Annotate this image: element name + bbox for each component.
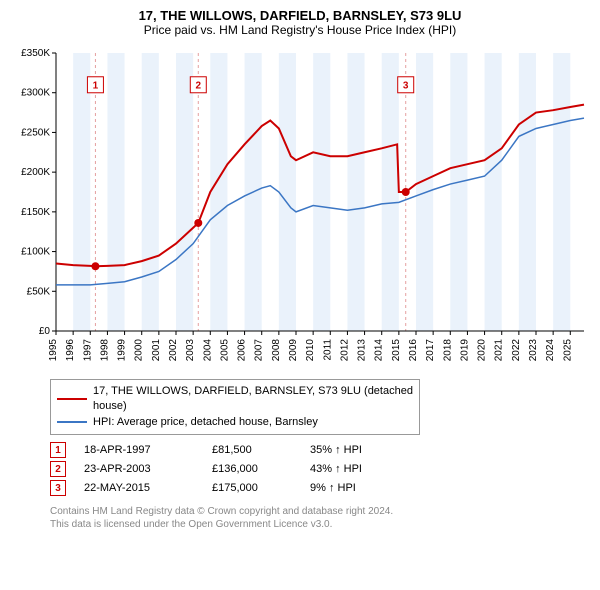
year-band <box>553 53 570 331</box>
line-chart: £0 £50K £100K £150K £200K £250K £300K £350K 1995… <box>10 43 590 373</box>
legend-label-price: 17, THE WILLOWS, DARFIELD, BARNSLEY, S73… <box>93 384 413 415</box>
legend-item-price: 17, THE WILLOWS, DARFIELD, BARNSLEY, S73… <box>57 384 413 415</box>
y-tick-label: £300K <box>21 88 50 99</box>
x-tick-label: 2016 <box>408 339 419 362</box>
x-tick-label: 2002 <box>168 339 179 362</box>
x-tick-label: 2009 <box>288 339 299 362</box>
y-tick-label: £150K <box>21 207 50 218</box>
y-tick-label: £200K <box>21 167 50 178</box>
year-band <box>519 53 536 331</box>
event-row: 2 23-APR-2003 £136,000 43% ↑ HPI <box>50 461 590 477</box>
y-tick-label: £50K <box>27 286 51 297</box>
legend-label-hpi: HPI: Average price, detached house, Barn… <box>93 415 318 430</box>
year-band <box>347 53 364 331</box>
marker-number: 1 <box>93 80 99 91</box>
x-tick-label: 2022 <box>511 339 522 362</box>
legend-box: 17, THE WILLOWS, DARFIELD, BARNSLEY, S73… <box>50 379 420 435</box>
event-marker: 3 <box>50 480 66 496</box>
event-row: 3 22-MAY-2015 £175,000 9% ↑ HPI <box>50 480 590 496</box>
x-tick-label: 1996 <box>65 339 76 362</box>
x-tick-label: 2017 <box>425 339 436 362</box>
legend-swatch-hpi <box>57 421 87 423</box>
year-band <box>176 53 193 331</box>
footnote-line2: This data is licensed under the Open Gov… <box>50 518 590 531</box>
y-tick-label: £250K <box>21 127 50 138</box>
x-tick-label: 2014 <box>374 339 385 362</box>
x-tick-label: 2013 <box>357 339 368 362</box>
chart-area: £0 £50K £100K £150K £200K £250K £300K £350K 1995… <box>10 43 590 373</box>
marker-dot <box>402 188 410 196</box>
x-tick-label: 2010 <box>305 339 316 362</box>
year-band <box>142 53 159 331</box>
x-tick-label: 2023 <box>528 339 539 362</box>
x-tick-label: 2021 <box>494 339 505 362</box>
year-band <box>73 53 90 331</box>
event-date: 18-APR-1997 <box>84 444 194 456</box>
year-band <box>450 53 467 331</box>
marker-number: 2 <box>196 80 202 91</box>
x-tick-label: 2001 <box>151 339 162 362</box>
x-tick-label: 2025 <box>562 339 573 362</box>
event-date: 23-APR-2003 <box>84 463 194 475</box>
y-tick-label: £100K <box>21 247 50 258</box>
x-tick-label: 2006 <box>237 339 248 362</box>
x-tick-label: 1999 <box>117 339 128 362</box>
year-band <box>279 53 296 331</box>
year-band <box>313 53 330 331</box>
event-delta: 43% ↑ HPI <box>310 463 410 475</box>
event-delta: 9% ↑ HPI <box>310 482 410 494</box>
year-band <box>107 53 124 331</box>
x-tick-label: 2008 <box>271 339 282 362</box>
page-subtitle: Price paid vs. HM Land Registry's House … <box>10 23 590 37</box>
x-tick-label: 2024 <box>545 339 556 362</box>
footnote-line1: Contains HM Land Registry data © Crown c… <box>50 505 590 518</box>
event-marker: 1 <box>50 442 66 458</box>
x-tick-label: 2004 <box>202 339 213 362</box>
year-band <box>485 53 502 331</box>
event-marker: 2 <box>50 461 66 477</box>
y-tick-label: £350K <box>21 48 50 59</box>
page-title: 17, THE WILLOWS, DARFIELD, BARNSLEY, S73… <box>10 8 590 23</box>
x-tick-label: 1995 <box>48 339 59 362</box>
x-tick-label: 2005 <box>219 339 230 362</box>
year-band <box>210 53 227 331</box>
legend-item-hpi: HPI: Average price, detached house, Barn… <box>57 415 413 430</box>
marker-dot <box>91 262 99 270</box>
year-band <box>382 53 399 331</box>
y-tick-label: £0 <box>39 326 51 337</box>
event-row: 1 18-APR-1997 £81,500 35% ↑ HPI <box>50 442 590 458</box>
x-tick-label: 2018 <box>442 339 453 362</box>
events-list: 1 18-APR-1997 £81,500 35% ↑ HPI 2 23-APR-2003… <box>50 439 590 499</box>
x-tick-label: 2000 <box>134 339 145 362</box>
x-tick-label: 1997 <box>82 339 93 362</box>
event-price: £136,000 <box>212 463 292 475</box>
event-price: £175,000 <box>212 482 292 494</box>
x-tick-label: 2019 <box>459 339 470 362</box>
legend-swatch-price <box>57 398 87 400</box>
x-tick-label: 1998 <box>99 339 110 362</box>
marker-number: 3 <box>403 80 409 91</box>
x-tick-label: 2015 <box>391 339 402 362</box>
x-tick-label: 2011 <box>322 339 333 361</box>
marker-dot <box>194 219 202 227</box>
event-delta: 35% ↑ HPI <box>310 444 410 456</box>
event-price: £81,500 <box>212 444 292 456</box>
x-tick-label: 2007 <box>254 339 265 362</box>
x-tick-label: 2020 <box>477 339 488 362</box>
footnote: Contains HM Land Registry data © Crown c… <box>50 505 590 531</box>
x-tick-label: 2003 <box>185 339 196 362</box>
x-tick-label: 2012 <box>339 339 350 362</box>
event-date: 22-MAY-2015 <box>84 482 194 494</box>
